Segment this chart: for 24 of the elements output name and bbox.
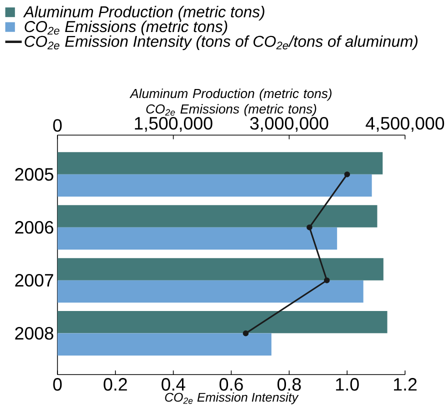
- point: [242, 330, 249, 336]
- x-tick-label: 0: [53, 378, 62, 391]
- x-tick-label: 1.2: [394, 378, 417, 390]
- x-axis-title: CO$_{2e}$ Emission Intensity: [165, 392, 299, 404]
- y-tick-label: 2007: [15, 274, 54, 287]
- x2-axis-title: Aluminum Production (metric tons) CO$_{2e}$ Emissions (metric tons): [130, 88, 332, 116]
- legend-label: CO$_{2e}$ Emissions (metric tons): [24, 20, 228, 36]
- x-tick-label: 0.6: [220, 378, 243, 391]
- x2-tick-label: 1,500,000: [134, 116, 212, 132]
- x2-tick-label: 0: [53, 119, 62, 132]
- y-tick-label: 2006: [15, 220, 54, 234]
- point: [344, 171, 350, 178]
- y-tick-label: 2008: [15, 326, 54, 340]
- x-tick-label: 0.2: [104, 378, 127, 391]
- x2-tick-label: 3,000,000: [250, 116, 328, 132]
- x-tick-label: 0.4: [162, 378, 186, 391]
- legend-label: Aluminum Production (metric tons): [23, 6, 264, 20]
- x-tick-label: 0.8: [277, 378, 301, 391]
- point: [324, 277, 330, 284]
- y-tick-label: 2005: [15, 168, 54, 181]
- x-tick-label: 1.0: [336, 378, 359, 391]
- x2-tick-label: 4,500,000: [366, 116, 444, 132]
- point: [306, 224, 312, 230]
- legend-label: CO$_{2e}$ Emission Intensity (tons of CO$_{2e}$/tons of aluminum): [24, 35, 418, 50]
